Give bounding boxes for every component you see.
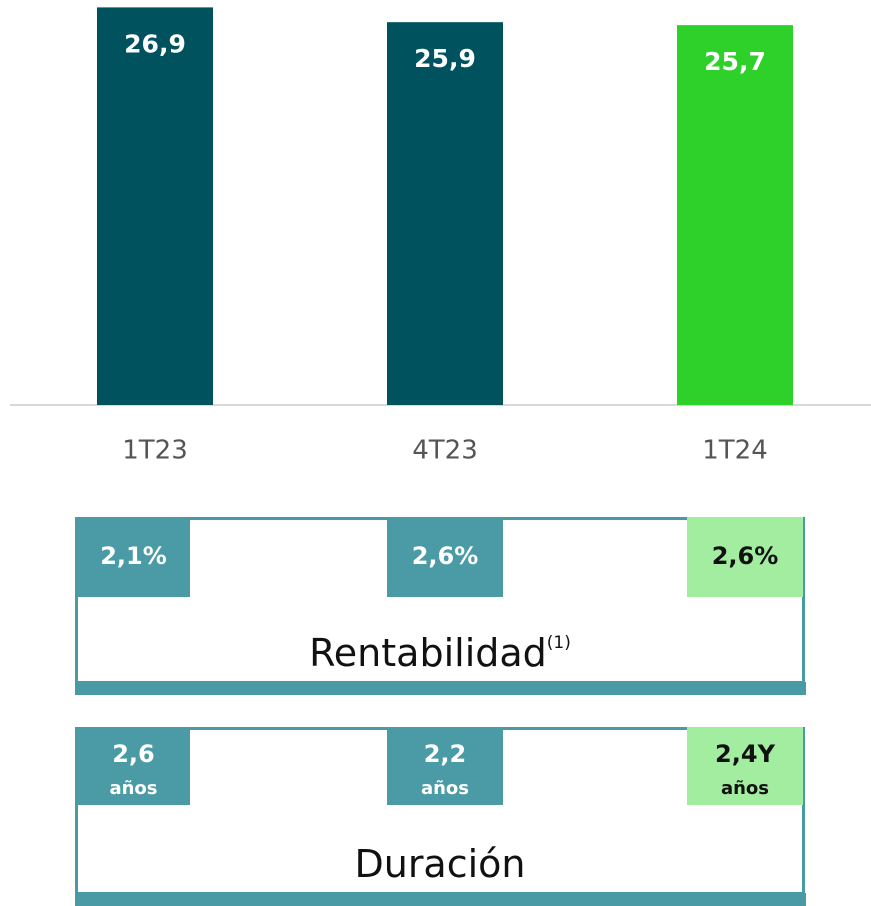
- bar: [97, 7, 213, 406]
- value-label: 25,9: [414, 44, 476, 73]
- bar: [677, 25, 793, 405]
- tile-unit: años: [421, 778, 469, 799]
- tile-value: 2,2: [424, 740, 467, 768]
- tile: [387, 727, 503, 805]
- panel-bottom-bar: [75, 893, 806, 906]
- tile-value: 2,6%: [412, 542, 479, 570]
- tile-value: 2,6: [112, 740, 155, 768]
- value-label: 25,7: [704, 47, 766, 76]
- tile-unit: años: [109, 778, 157, 799]
- tile-value: 2,6%: [712, 542, 779, 570]
- value-label: 26,9: [124, 29, 186, 58]
- x-tick-label: 4T23: [412, 436, 478, 466]
- panel-title: Rentabilidad(1): [309, 631, 571, 675]
- tile-unit: años: [721, 778, 769, 799]
- panel-title-text: Rentabilidad: [309, 631, 547, 675]
- tile-value: 2,4Y: [715, 740, 776, 768]
- tile: [687, 727, 803, 805]
- x-tick-label: 1T24: [702, 436, 768, 466]
- panel-title: Duración: [354, 842, 525, 886]
- tile: [77, 517, 190, 597]
- tile: [77, 727, 190, 805]
- panel-bottom-bar: [75, 682, 806, 695]
- tile: [687, 517, 803, 597]
- tile-value: 2,1%: [100, 542, 167, 570]
- x-tick-label: 1T23: [122, 436, 188, 466]
- panel-superscript: (1): [547, 633, 571, 653]
- bar: [387, 22, 503, 405]
- tile: [387, 517, 503, 597]
- panel-title-text: Duración: [354, 842, 525, 886]
